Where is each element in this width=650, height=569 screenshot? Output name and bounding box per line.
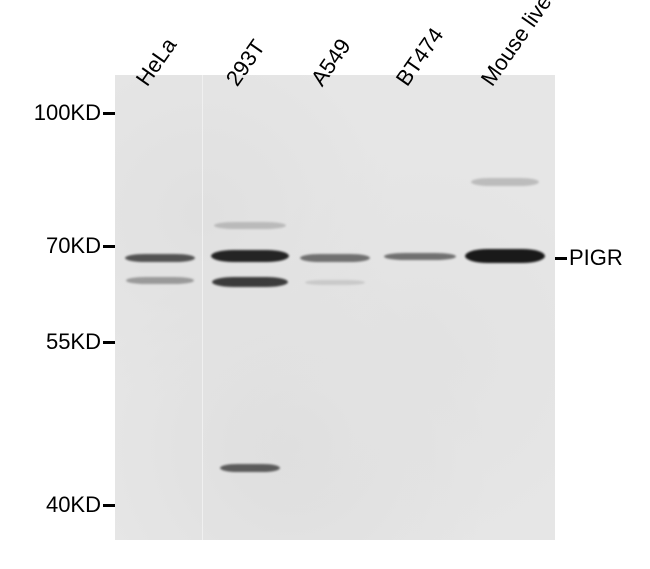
blot-membrane [115, 75, 555, 540]
blot-band [305, 280, 365, 285]
target-protein-label: PIGR [569, 245, 623, 271]
blot-band [220, 464, 280, 472]
marker-label: 100KD [34, 100, 101, 126]
blot-band [384, 253, 456, 260]
blot-band [126, 277, 194, 284]
marker-tick [103, 245, 115, 248]
marker-tick [103, 112, 115, 115]
marker-tick [103, 341, 115, 344]
marker-label: 70KD [46, 233, 101, 259]
blot-band [300, 254, 370, 262]
blot-band [125, 254, 195, 262]
blot-band [212, 277, 288, 287]
blot-band [465, 249, 545, 263]
lane-divider [202, 75, 203, 540]
blot-band [471, 178, 539, 186]
blot-band [214, 222, 286, 229]
marker-tick [103, 504, 115, 507]
marker-label: 40KD [46, 492, 101, 518]
target-tick [555, 257, 567, 260]
figure-container: 100KD70KD55KD40KD HeLa293TA549BT474Mouse… [0, 0, 650, 569]
blot-band [211, 250, 289, 262]
marker-label: 55KD [46, 329, 101, 355]
